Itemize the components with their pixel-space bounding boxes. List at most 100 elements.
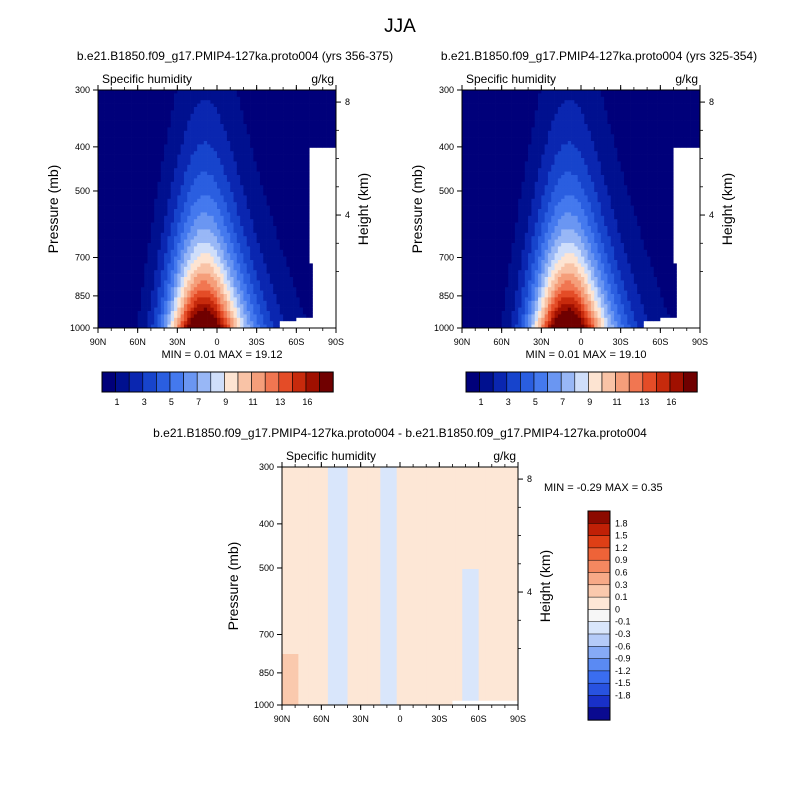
- humidity-cell: [269, 127, 274, 132]
- humidity-cell: [299, 134, 304, 138]
- humidity-cell: [210, 273, 215, 278]
- humidity-cell: [256, 236, 261, 240]
- humidity-cell: [193, 120, 198, 125]
- humidity-cell: [137, 130, 142, 135]
- humidity-cell: [144, 100, 148, 104]
- humidity-cell: [236, 253, 241, 257]
- humidity-cell: [322, 195, 327, 200]
- humidity-cell: [296, 253, 300, 257]
- humidity-cell: [243, 270, 248, 274]
- humidity-cell: [263, 266, 267, 271]
- humidity-cell: [180, 273, 185, 278]
- humidity-cell: [193, 103, 198, 108]
- humidity-cell: [177, 229, 181, 234]
- humidity-cell: [160, 311, 165, 315]
- humidity-cell: [269, 147, 274, 152]
- humidity-cell: [117, 141, 122, 145]
- humidity-cell: [273, 260, 277, 264]
- humidity-cell: [210, 304, 215, 308]
- humidity-cell: [309, 161, 314, 166]
- humidity-cell: [131, 209, 135, 213]
- humidity-cell: [273, 222, 277, 227]
- humidity-cell: [263, 175, 267, 179]
- humidity-cell: [316, 307, 320, 312]
- humidity-cell: [200, 130, 205, 135]
- humidity-cell: [147, 263, 152, 268]
- humidity-cell: [124, 222, 129, 227]
- humidity-cell: [316, 297, 320, 302]
- humidity-cell: [250, 300, 254, 305]
- humidity-cell: [302, 287, 307, 291]
- humidity-cell: [253, 222, 258, 227]
- humidity-cell: [329, 239, 334, 244]
- humidity-cell: [147, 198, 152, 203]
- humidity-cell: [170, 120, 175, 125]
- humidity-cell: [240, 90, 244, 94]
- humidity-cell: [197, 192, 201, 196]
- humidity-cell: [180, 144, 185, 149]
- humidity-cell: [309, 314, 314, 319]
- humidity-cell: [266, 181, 271, 186]
- humidity-cell: [200, 164, 205, 169]
- humidity-cell: [226, 256, 231, 261]
- humidity-cell: [250, 168, 254, 172]
- humidity-cell: [167, 103, 172, 108]
- humidity-cell: [140, 232, 145, 237]
- humidity-cell: [259, 185, 264, 189]
- humidity-cell: [299, 215, 304, 220]
- humidity-cell: [289, 117, 294, 121]
- humidity-cell: [329, 175, 334, 179]
- humidity-cell: [124, 212, 129, 217]
- humidity-cell: [250, 100, 254, 104]
- humidity-cell: [223, 212, 228, 217]
- humidity-cell: [187, 178, 191, 183]
- humidity-cell: [154, 215, 158, 220]
- humidity-cell: [273, 304, 277, 308]
- humidity-cell: [131, 195, 135, 200]
- humidity-cell: [223, 229, 228, 234]
- humidity-cell: [131, 239, 135, 244]
- humidity-cell: [326, 202, 330, 206]
- humidity-cell: [283, 243, 287, 247]
- humidity-cell: [230, 317, 234, 322]
- humidity-cell: [309, 124, 314, 128]
- humidity-cell: [226, 246, 231, 251]
- humidity-cell: [197, 195, 201, 200]
- humidity-cell: [319, 151, 324, 155]
- humidity-cell: [164, 212, 168, 217]
- humidity-cell: [233, 311, 238, 315]
- humidity-cell: [312, 137, 317, 142]
- humidity-cell: [329, 277, 334, 281]
- humidity-cell: [326, 263, 330, 268]
- humidity-cell: [226, 226, 231, 230]
- humidity-cell: [147, 202, 152, 206]
- humidity-cell: [319, 117, 324, 121]
- humidity-cell: [253, 103, 258, 108]
- humidity-cell: [144, 151, 148, 155]
- humidity-cell: [98, 294, 102, 298]
- humidity-cell: [309, 164, 314, 169]
- humidity-cell: [223, 185, 228, 189]
- humidity-cell: [157, 158, 162, 162]
- humidity-cell: [180, 246, 185, 251]
- humidity-cell: [306, 243, 310, 247]
- humidity-cell: [174, 297, 178, 302]
- humidity-cell: [98, 304, 102, 308]
- humidity-cell: [306, 144, 310, 149]
- humidity-cell: [101, 266, 105, 271]
- humidity-cell: [319, 246, 324, 251]
- humidity-cell: [160, 324, 165, 329]
- humidity-cell: [104, 266, 109, 271]
- humidity-cell: [283, 202, 287, 206]
- humidity-cell: [296, 270, 300, 274]
- humidity-cell: [207, 154, 211, 159]
- humidity-cell: [157, 263, 162, 268]
- humidity-cell: [154, 141, 158, 145]
- humidity-cell: [283, 198, 287, 203]
- humidity-cell: [296, 236, 300, 240]
- humidity-cell: [269, 171, 274, 176]
- humidity-cell: [322, 277, 327, 281]
- humidity-cell: [220, 134, 224, 138]
- humidity-cell: [322, 192, 327, 196]
- humidity-cell: [256, 181, 261, 186]
